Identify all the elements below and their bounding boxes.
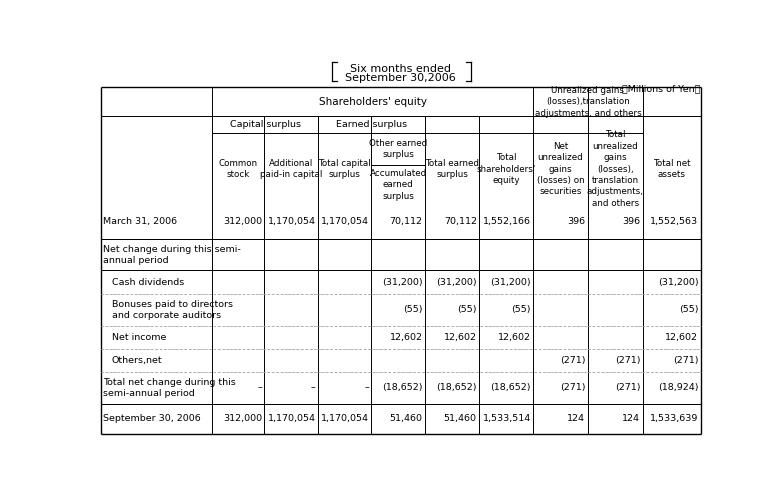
Text: Earned surplus: Earned surplus xyxy=(335,120,407,129)
Text: (55): (55) xyxy=(457,305,477,314)
Text: 396: 396 xyxy=(622,217,640,226)
Text: 12,602: 12,602 xyxy=(665,332,698,342)
Text: Total
shareholders'
equity: Total shareholders' equity xyxy=(476,153,536,185)
Text: 51,460: 51,460 xyxy=(443,414,477,423)
Text: (31,200): (31,200) xyxy=(382,278,422,287)
Text: 51,460: 51,460 xyxy=(389,414,422,423)
Text: Others,net: Others,net xyxy=(112,356,163,365)
Text: Net
unrealized
gains
(losses) on
securities: Net unrealized gains (losses) on securit… xyxy=(536,142,584,197)
Text: 1,170,054: 1,170,054 xyxy=(321,414,369,423)
Text: Accumulated
earned
surplus: Accumulated earned surplus xyxy=(369,169,427,201)
Text: Common
stock: Common stock xyxy=(219,159,258,179)
Text: (31,200): (31,200) xyxy=(658,278,698,287)
Text: Six months ended: Six months ended xyxy=(350,64,451,74)
Text: September 30,2006: September 30,2006 xyxy=(346,73,456,83)
Text: Additional
paid-in capital: Additional paid-in capital xyxy=(260,159,322,179)
Text: 12,602: 12,602 xyxy=(443,332,477,342)
Text: 1,533,514: 1,533,514 xyxy=(482,414,531,423)
Text: (18,652): (18,652) xyxy=(382,383,422,392)
Text: March 31, 2006: March 31, 2006 xyxy=(103,217,178,226)
Text: 124: 124 xyxy=(567,414,585,423)
Text: (271): (271) xyxy=(560,356,585,365)
Text: Net change during this semi-
annual period: Net change during this semi- annual peri… xyxy=(103,245,241,265)
Text: Total earned
surplus: Total earned surplus xyxy=(425,159,479,179)
Text: 124: 124 xyxy=(622,414,640,423)
Text: (31,200): (31,200) xyxy=(490,278,531,287)
Text: 1,170,054: 1,170,054 xyxy=(321,217,369,226)
Text: 1,552,166: 1,552,166 xyxy=(483,217,531,226)
Text: –: – xyxy=(257,383,262,392)
Text: (18,652): (18,652) xyxy=(436,383,477,392)
Text: （Millions of Yen）: （Millions of Yen） xyxy=(622,84,701,93)
Text: September 30, 2006: September 30, 2006 xyxy=(103,414,201,423)
Text: 1,533,639: 1,533,639 xyxy=(650,414,698,423)
Text: Total capital
surplus: Total capital surplus xyxy=(318,159,371,179)
Text: 1,552,563: 1,552,563 xyxy=(651,217,698,226)
Text: 12,602: 12,602 xyxy=(389,332,422,342)
Text: Other earned
surplus: Other earned surplus xyxy=(369,139,427,160)
Text: Total net change during this
semi-annual period: Total net change during this semi-annual… xyxy=(103,378,236,398)
Text: Total net
assets: Total net assets xyxy=(653,159,691,179)
Text: (55): (55) xyxy=(511,305,531,314)
Text: –: – xyxy=(364,383,369,392)
Text: 312,000: 312,000 xyxy=(223,414,262,423)
Text: Cash dividends: Cash dividends xyxy=(112,278,184,287)
Text: Total
unrealized
gains
(losses),
translation
adjustments,
and others: Total unrealized gains (losses), transla… xyxy=(586,130,644,208)
Text: –: – xyxy=(310,383,315,392)
Text: 70,112: 70,112 xyxy=(443,217,477,226)
Text: (18,652): (18,652) xyxy=(490,383,531,392)
Text: 1,170,054: 1,170,054 xyxy=(267,217,315,226)
Text: (18,924): (18,924) xyxy=(658,383,698,392)
Text: (55): (55) xyxy=(679,305,698,314)
Text: 396: 396 xyxy=(567,217,585,226)
Text: (31,200): (31,200) xyxy=(436,278,477,287)
Text: Shareholders' equity: Shareholders' equity xyxy=(319,97,427,107)
Text: (271): (271) xyxy=(673,356,698,365)
Text: (55): (55) xyxy=(403,305,422,314)
Text: (271): (271) xyxy=(615,383,640,392)
Text: 1,170,054: 1,170,054 xyxy=(267,414,315,423)
Text: Capital surplus: Capital surplus xyxy=(230,120,300,129)
Text: Net income: Net income xyxy=(112,332,166,342)
Text: Bonuses paid to directors
and corporate auditors: Bonuses paid to directors and corporate … xyxy=(112,299,233,320)
Text: 70,112: 70,112 xyxy=(389,217,422,226)
Text: 12,602: 12,602 xyxy=(498,332,531,342)
Text: (271): (271) xyxy=(615,356,640,365)
Text: Unrealized gains
(losses),translation
adjustments, and others: Unrealized gains (losses),translation ad… xyxy=(535,85,641,118)
Text: 312,000: 312,000 xyxy=(223,217,262,226)
Text: (271): (271) xyxy=(560,383,585,392)
